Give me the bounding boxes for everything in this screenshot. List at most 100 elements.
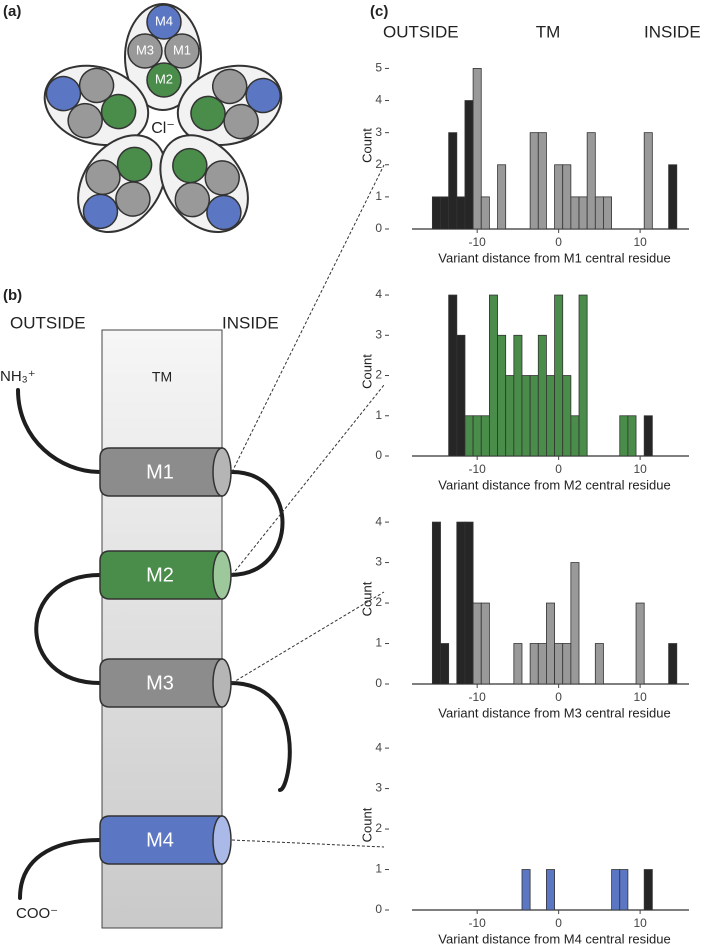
bar	[497, 164, 507, 230]
helix-label: M1	[146, 461, 174, 483]
connector	[231, 591, 385, 684]
bar	[472, 415, 482, 457]
connector	[231, 384, 385, 576]
y-axis-title: Count	[359, 807, 374, 842]
subunit-label: M2	[155, 71, 173, 86]
y-tick-label: 2	[375, 368, 382, 382]
x-tick-label: 10	[633, 690, 647, 704]
bar	[480, 196, 490, 230]
bar	[431, 196, 441, 230]
bar	[440, 196, 450, 230]
bar	[464, 100, 474, 230]
y-tick-label: 2	[375, 595, 382, 609]
helix-label: M2	[146, 564, 174, 586]
bar	[505, 375, 515, 457]
bar	[570, 196, 580, 230]
bar	[448, 132, 458, 230]
bar	[562, 164, 572, 230]
bar	[619, 869, 629, 911]
connector	[231, 839, 385, 848]
bar	[513, 334, 523, 457]
loop	[18, 838, 102, 900]
bar	[643, 415, 653, 457]
helix-label: M3	[146, 672, 174, 694]
y-tick-label: 3	[375, 781, 382, 795]
y-tick-label: 1	[375, 408, 382, 422]
bar	[554, 294, 564, 457]
y-tick-label: 4	[375, 740, 382, 754]
bar	[521, 375, 531, 457]
y-tick-label: 1	[375, 636, 382, 650]
x-tick-label: -10	[469, 690, 487, 704]
bar	[546, 869, 555, 911]
y-tick-label: 0	[375, 676, 382, 690]
y-tick-label: 3	[375, 125, 382, 139]
x-axis-title: Variant distance from M1 central residue	[438, 250, 670, 265]
pentamer: M4 M3 M1 M2 Cl⁻	[33, 3, 293, 250]
x-axis-title: Variant distance from M4 central residue	[438, 931, 670, 946]
bar	[529, 643, 539, 685]
x-tick-label: -10	[469, 916, 487, 930]
bar	[537, 643, 547, 685]
bar	[635, 602, 645, 685]
y-tick-label: 0	[375, 902, 382, 916]
y-tick-label: 5	[375, 61, 382, 75]
x-axis-title: Variant distance from M3 central residue	[438, 705, 670, 720]
y-axis-title: Count	[359, 354, 374, 389]
bar	[594, 196, 604, 230]
loop	[228, 681, 292, 792]
bar	[529, 132, 539, 230]
bar	[537, 334, 547, 457]
y-tick-label: 3	[375, 327, 382, 341]
x-tick-label: 0	[555, 690, 562, 704]
x-tick-label: -10	[469, 462, 487, 476]
helix	[99, 550, 223, 600]
bar	[472, 602, 482, 685]
inside-label: INSIDE	[222, 313, 279, 332]
helix-cap	[212, 815, 232, 865]
y-tick-label: 2	[375, 157, 382, 171]
y-tick-label: 0	[375, 448, 382, 462]
bar	[464, 415, 474, 457]
bar	[456, 334, 466, 457]
bar	[448, 294, 458, 457]
x-tick-label: 0	[555, 235, 562, 249]
bar	[668, 164, 678, 230]
panel-label: (a)	[3, 3, 21, 20]
c-terminus: COO⁻	[16, 905, 58, 922]
y-tick-label: 0	[375, 221, 382, 235]
subunit-label: M4	[155, 13, 173, 28]
panel-label: (c)	[370, 3, 388, 20]
helix	[99, 815, 223, 865]
bar	[456, 196, 466, 230]
connector	[231, 164, 385, 473]
x-tick-label: 10	[633, 916, 647, 930]
bar	[521, 869, 531, 911]
bar	[513, 643, 523, 685]
loop	[34, 573, 102, 685]
bar	[472, 68, 482, 230]
loop	[228, 469, 285, 577]
x-tick-label: 10	[633, 235, 647, 249]
bar	[529, 375, 539, 457]
y-tick-label: 1	[375, 189, 382, 203]
bar	[586, 132, 596, 230]
bar	[546, 375, 555, 457]
bar	[554, 164, 564, 230]
subunit-label: M1	[173, 42, 191, 57]
bar	[480, 602, 490, 685]
n-terminus: NH₃⁺	[0, 368, 36, 385]
y-tick-label: 4	[375, 287, 382, 301]
y-axis-title: Count	[359, 128, 374, 163]
helix	[99, 658, 223, 708]
bar	[488, 294, 498, 457]
x-tick-label: -10	[469, 235, 487, 249]
y-tick-label: 4	[375, 93, 382, 107]
topology: OUTSIDE INSIDE TM NH₃⁺ COO⁻ M1 M2 M3 M4	[0, 313, 292, 929]
bar	[537, 132, 547, 230]
ion-label: Cl⁻	[151, 120, 175, 137]
bar	[594, 643, 604, 685]
bar	[554, 643, 564, 685]
bar	[570, 562, 580, 685]
